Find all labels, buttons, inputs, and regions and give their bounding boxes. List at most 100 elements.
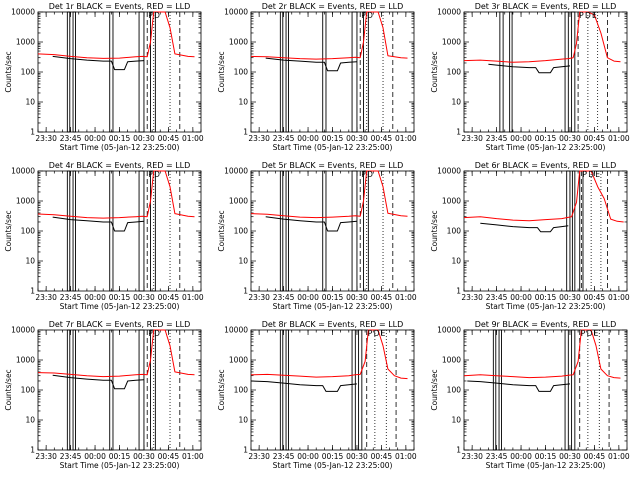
x-tick-label: 00:15 bbox=[535, 134, 557, 143]
data-gap-marker bbox=[72, 170, 76, 292]
x-tick-label: 23:30 bbox=[35, 293, 57, 302]
x-tick-label: 23:30 bbox=[461, 134, 483, 143]
x-tick-label: 23:45 bbox=[486, 452, 508, 461]
data-gap-marker bbox=[564, 329, 569, 451]
y-tick-label: 10000 bbox=[224, 8, 248, 17]
data-gap-marker bbox=[571, 170, 576, 292]
y-axis-label: Counts/sec bbox=[4, 51, 13, 92]
x-tick-label: 23:30 bbox=[35, 134, 57, 143]
x-tick-label: 00:30 bbox=[346, 452, 368, 461]
y-tick-label: 1 bbox=[30, 128, 35, 137]
x-tick-label: 00:30 bbox=[133, 293, 155, 302]
panel-8: Det 8r BLACK = Events, RED = LLD 1 10 100 10… bbox=[217, 320, 417, 470]
event-flag-letter: P bbox=[148, 11, 153, 20]
data-gap-marker bbox=[109, 329, 114, 451]
events-series-line bbox=[265, 216, 357, 232]
x-tick-label: 23:45 bbox=[486, 293, 508, 302]
x-tick-label: 00:15 bbox=[109, 452, 131, 461]
data-gap-marker bbox=[138, 170, 145, 292]
y-tick-label: 100 bbox=[21, 68, 36, 77]
lld-series-line bbox=[463, 329, 621, 379]
panel-4: Det 4r BLACK = Events, RED = LLD 1 10 100 10… bbox=[4, 161, 204, 311]
y-tick-label: 100 bbox=[21, 386, 36, 395]
x-tick-label: 00:00 bbox=[510, 293, 532, 302]
y-tick-label: 1 bbox=[243, 287, 248, 296]
panel-title: Det 5r BLACK = Events, RED = LLD bbox=[262, 161, 404, 170]
panel-3: Det 3r BLACK = Events, RED = LLD 1 10 100 10… bbox=[430, 2, 630, 152]
x-tick-label: 23:45 bbox=[273, 452, 295, 461]
event-flag-letter: E bbox=[594, 329, 599, 338]
event-flag-letter: D bbox=[585, 11, 591, 20]
y-tick-label: 10 bbox=[25, 98, 35, 107]
panel-title: Det 7r BLACK = Events, RED = LLD bbox=[49, 320, 191, 329]
data-gap-marker bbox=[66, 329, 71, 451]
y-axis-label: Counts/sec bbox=[217, 51, 226, 92]
y-tick-label: 10000 bbox=[437, 8, 461, 17]
event-flag-letter: D bbox=[367, 11, 373, 20]
x-axis-label: Start Time (05-Jan-12 23:25:00) bbox=[486, 143, 606, 152]
event-flag-letter: E bbox=[592, 11, 597, 20]
x-tick-label: 01:00 bbox=[608, 293, 630, 302]
lld-series-line bbox=[250, 11, 408, 60]
data-gap-marker bbox=[72, 11, 76, 133]
y-tick-label: 100 bbox=[447, 227, 462, 236]
data-gap-marker bbox=[571, 329, 576, 451]
panel-title: Det 6r BLACK = Events, RED = LLD bbox=[475, 161, 617, 170]
x-tick-label: 00:00 bbox=[84, 134, 106, 143]
y-tick-label: 1000 bbox=[16, 197, 35, 206]
x-tick-label: 00:15 bbox=[322, 134, 344, 143]
lld-series-line bbox=[250, 170, 408, 219]
x-tick-label: 23:30 bbox=[461, 293, 483, 302]
x-tick-label: 01:00 bbox=[608, 134, 630, 143]
x-tick-label: 00:30 bbox=[346, 134, 368, 143]
events-series-line bbox=[467, 380, 571, 392]
lld-series-line bbox=[463, 11, 621, 63]
panel-title: Det 4r BLACK = Events, RED = LLD bbox=[49, 161, 191, 170]
panel-title: Det 2r BLACK = Events, RED = LLD bbox=[262, 2, 404, 11]
lld-series-line bbox=[463, 170, 624, 223]
event-flag-letter: D bbox=[154, 11, 160, 20]
x-tick-label: 23:30 bbox=[248, 134, 270, 143]
data-gap-marker bbox=[150, 170, 156, 292]
data-gap-marker bbox=[138, 329, 145, 451]
data-gap-marker bbox=[285, 329, 289, 451]
x-tick-label: 23:45 bbox=[273, 293, 295, 302]
x-tick-label: 01:00 bbox=[395, 293, 417, 302]
x-tick-label: 00:15 bbox=[109, 134, 131, 143]
x-tick-label: 23:45 bbox=[60, 293, 82, 302]
x-tick-label: 00:45 bbox=[371, 134, 393, 143]
panel-title: Det 9r BLACK = Events, RED = LLD bbox=[475, 320, 617, 329]
y-tick-label: 1 bbox=[456, 128, 461, 137]
data-gap-marker bbox=[109, 170, 114, 292]
lld-series-line bbox=[37, 170, 195, 219]
x-tick-label: 00:15 bbox=[322, 452, 344, 461]
y-tick-label: 1 bbox=[456, 446, 461, 455]
x-tick-label: 00:45 bbox=[584, 452, 606, 461]
x-tick-label: 00:15 bbox=[322, 293, 344, 302]
x-tick-label: 00:15 bbox=[109, 293, 131, 302]
data-gap-marker bbox=[72, 329, 76, 451]
y-tick-label: 1 bbox=[456, 287, 461, 296]
y-tick-label: 1 bbox=[243, 446, 248, 455]
y-axis-label: Counts/sec bbox=[4, 369, 13, 410]
x-tick-label: 00:00 bbox=[297, 293, 319, 302]
event-flag-letter: D bbox=[587, 329, 593, 338]
x-tick-label: 00:15 bbox=[535, 293, 557, 302]
y-tick-label: 1000 bbox=[16, 356, 35, 365]
panel-9: Det 9r BLACK = Events, RED = LLD 1 10 100 10… bbox=[430, 320, 630, 470]
event-flag-letter: D bbox=[154, 170, 160, 179]
y-tick-label: 10 bbox=[25, 416, 35, 425]
x-tick-label: 01:00 bbox=[395, 134, 417, 143]
panel-1: Det 1r BLACK = Events, RED = LLD 1 10 100 10… bbox=[4, 2, 204, 152]
x-tick-label: 00:00 bbox=[297, 452, 319, 461]
data-gap-marker bbox=[66, 170, 71, 292]
lld-series-line bbox=[37, 329, 195, 378]
data-gap-marker bbox=[279, 329, 284, 451]
x-axis-label: Start Time (05-Jan-12 23:25:00) bbox=[60, 461, 180, 470]
y-tick-label: 10 bbox=[238, 257, 248, 266]
y-tick-label: 1000 bbox=[442, 356, 461, 365]
events-series-line bbox=[52, 374, 144, 390]
x-tick-label: 23:30 bbox=[461, 452, 483, 461]
x-tick-label: 23:30 bbox=[35, 452, 57, 461]
x-tick-label: 00:30 bbox=[559, 293, 581, 302]
